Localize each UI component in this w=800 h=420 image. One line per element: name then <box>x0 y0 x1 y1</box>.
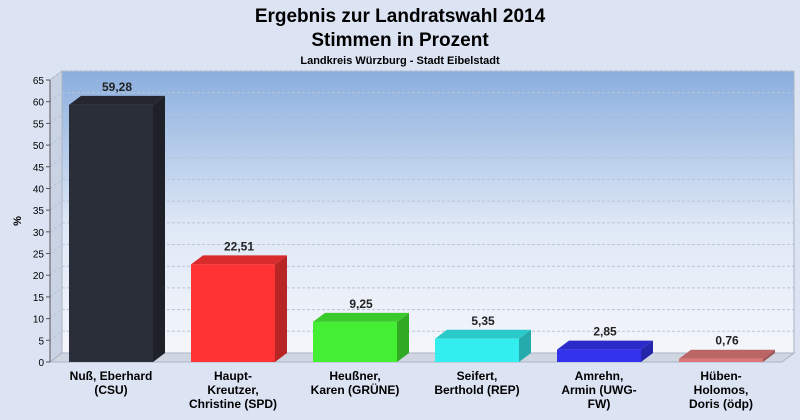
value-label: 0,76 <box>715 334 739 348</box>
bar-5 <box>557 340 653 362</box>
category-label: Amrehn, Armin (UWG-FW) <box>561 369 636 411</box>
category-label-line: Berthold (REP) <box>434 383 519 397</box>
y-tick-label: 50 <box>33 141 45 152</box>
gridline <box>49 92 794 103</box>
y-tick-label: 35 <box>33 206 45 217</box>
bar-side <box>153 95 165 362</box>
gridline <box>49 113 794 124</box>
bar-top <box>313 312 409 322</box>
bar-side <box>641 340 653 362</box>
category-label-line: Armin (UWG- <box>561 383 636 397</box>
chart-subtitle: Landkreis Würzburg - Stadt Eibelstadt <box>300 55 500 67</box>
x-axis-labels: Nuß, Eberhard (CSU) Haupt-Kreutzer, Christi… <box>70 369 753 411</box>
y-tick-label: 15 <box>33 293 45 304</box>
category-label: Nuß, Eberhard (CSU) <box>70 369 153 397</box>
gridline <box>49 287 794 298</box>
y-tick-label: 30 <box>33 228 45 239</box>
bar-1 <box>69 95 165 362</box>
bar-side <box>275 255 287 362</box>
gridline <box>49 178 794 189</box>
category-label-line: Nuß, Eberhard <box>70 369 153 383</box>
gridline <box>49 244 794 254</box>
category-label-line: Heußner, <box>329 369 380 383</box>
category-label: Heußner, Karen (GRÜNE) <box>311 369 400 397</box>
category-label: Hüben-Holomos, Doris (ödp) <box>689 369 753 411</box>
y-tick-label: 65 <box>33 76 45 87</box>
gridlines <box>49 70 794 341</box>
bar-front <box>313 321 397 362</box>
y-tick-label: 10 <box>33 315 45 326</box>
category-label-line: Holomos, <box>694 383 749 397</box>
category-label-line: Karen (GRÜNE) <box>311 382 400 397</box>
gridline <box>49 70 794 81</box>
category-label-line: Doris (ödp) <box>689 397 753 411</box>
bar-side <box>763 349 775 362</box>
category-label-line: Seifert, <box>457 369 498 383</box>
category-label-line: Christine (SPD) <box>189 397 277 411</box>
chart-title-line2: Stimmen in Prozent <box>311 30 489 51</box>
y-tick-label: 40 <box>33 184 45 195</box>
bars: 59,28 22,51 9,25 5,35 2,85 0,76 <box>69 80 775 362</box>
y-tick-label: 5 <box>38 336 44 347</box>
bar-top <box>435 329 531 339</box>
chart-title: Ergebnis zur Landratswahl 2014 <box>255 6 546 27</box>
value-label: 9,25 <box>349 297 373 311</box>
value-label: 22,51 <box>224 239 254 253</box>
category-label-line: Amrehn, <box>575 369 624 383</box>
bar-side <box>397 312 409 362</box>
back-wall <box>61 70 795 354</box>
category-label-line: (CSU) <box>94 383 127 397</box>
y-tick-label: 60 <box>33 98 45 109</box>
gridline <box>49 135 794 146</box>
category-label-line: FW) <box>588 397 611 411</box>
bar-front <box>435 338 519 362</box>
bar-front <box>69 104 153 362</box>
value-label: 59,28 <box>102 80 132 94</box>
bar-2 <box>191 255 287 362</box>
bar-top <box>191 255 287 265</box>
category-label-line: Hüben- <box>700 369 741 383</box>
bar-side <box>519 329 531 362</box>
bar-top <box>557 340 653 350</box>
bar-6 <box>679 349 775 362</box>
category-label-line: Haupt- <box>214 369 252 383</box>
y-tick-label: 25 <box>33 250 45 261</box>
bar-top <box>69 95 165 105</box>
gridline <box>49 265 794 276</box>
y-tick-label: 45 <box>33 163 45 174</box>
bar-3 <box>313 312 409 362</box>
y-tick-label: 55 <box>33 119 45 130</box>
y-axis-label: % <box>12 216 24 226</box>
bar-front <box>191 264 275 362</box>
y-tick-label: 20 <box>33 271 45 282</box>
bar-front <box>679 358 763 362</box>
value-label: 2,85 <box>593 325 617 339</box>
gridline <box>49 157 794 168</box>
bar-top <box>679 349 775 359</box>
category-label: Haupt-Kreutzer, Christine (SPD) <box>189 369 277 411</box>
gridline <box>49 222 794 233</box>
bar-4 <box>435 329 531 362</box>
gridline <box>49 330 794 341</box>
category-label-line: Kreutzer, <box>207 383 258 397</box>
side-wall <box>49 70 63 363</box>
y-tick-label: 0 <box>38 358 44 369</box>
gridline <box>49 309 794 320</box>
category-label: Seifert, Berthold (REP) <box>434 369 519 397</box>
gridline <box>49 200 794 211</box>
bar-front <box>557 349 641 362</box>
y-axis: 0 5 10 15 20 25 30 35 40 45 50 55 60 65 <box>33 76 51 369</box>
value-label: 5,35 <box>471 314 495 328</box>
